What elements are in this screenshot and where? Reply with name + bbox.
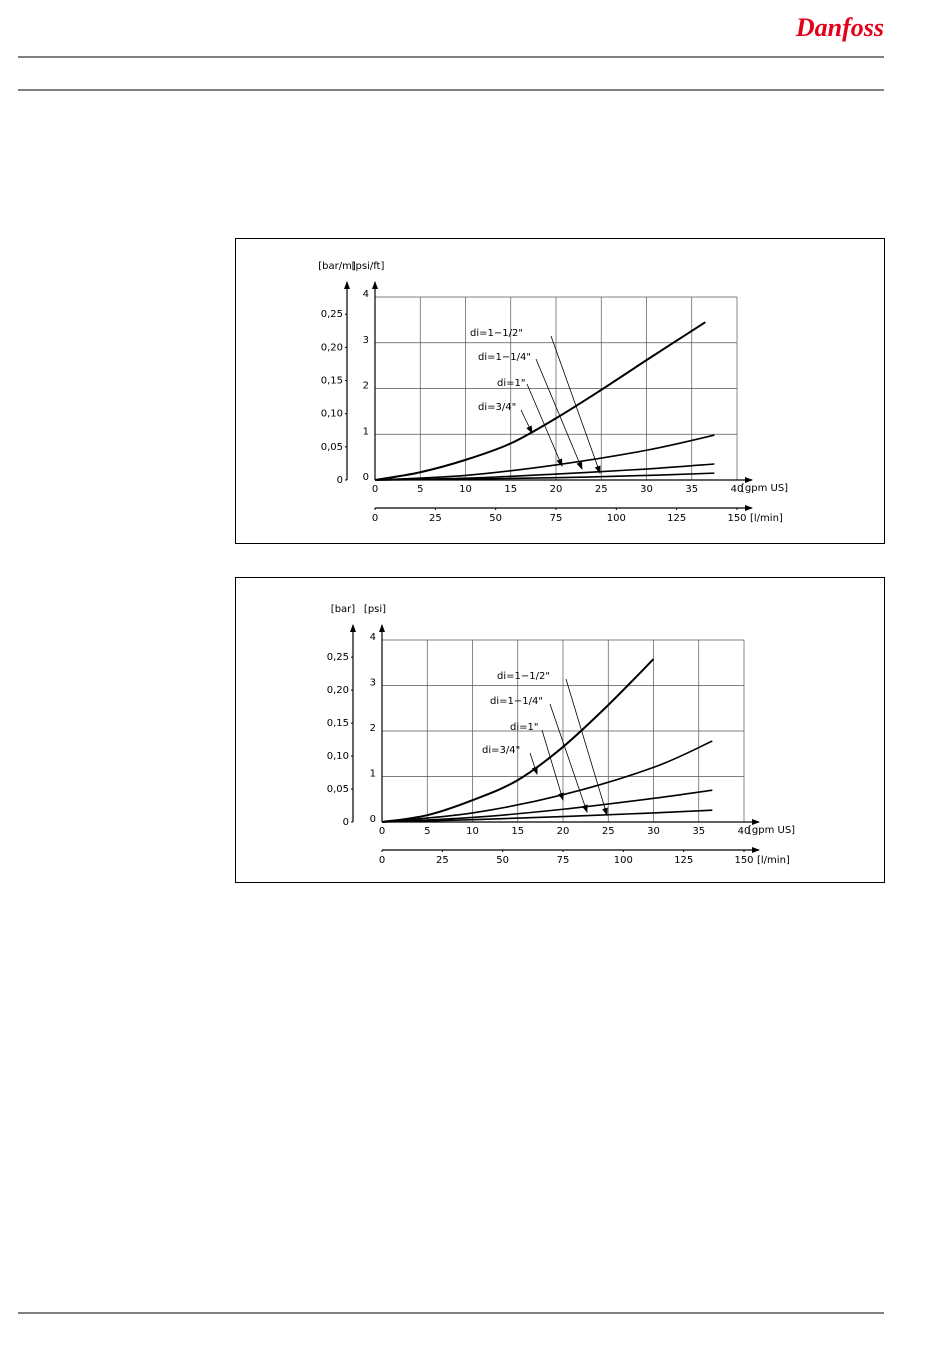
y2-tick-label: 0,05 [327,784,349,795]
x-tick-label: 0 [372,484,378,495]
y2-tick-label: 0,25 [327,652,349,663]
curve [381,789,713,823]
x2-axis-label: [l/min] [750,513,783,524]
y-axis-label: [psi/ft] [352,261,385,272]
x-tick-label: 25 [602,826,615,837]
x2-tick-label: 100 [607,513,626,524]
curve-label: di=1" [510,722,538,733]
leader-arrow [529,752,538,775]
x2-tick-label: 150 [734,855,753,866]
curve-label: di=1−1/4" [490,696,543,707]
x-tick-label: 0 [379,826,385,837]
curve [374,321,706,481]
y-tick-label: 0 [363,472,369,483]
y2-axis-label: [bar/m] [318,261,356,272]
x2-axis-label: [l/min] [757,855,790,866]
y-tick-label: 1 [363,426,369,437]
x2-tick-label: 150 [727,513,746,524]
leader-arrow [565,678,608,816]
x2-tick-label: 25 [436,855,449,866]
leader-arrow [541,729,564,801]
x2-tick-label: 125 [667,513,686,524]
leader-arrow [535,358,583,470]
x-tick-label: 15 [511,826,524,837]
leader-arrow [520,409,533,434]
x2-tick-label: 50 [489,513,502,524]
curve-label: di=3/4" [478,402,516,413]
curve [381,809,713,823]
y-axis-label: [psi] [364,604,386,615]
curve [381,740,713,823]
y2-tick-label: 0,15 [327,718,349,729]
y-tick-label: 4 [363,289,369,300]
curve [381,658,655,823]
x-tick-label: 25 [595,484,608,495]
y2-tick-label: 0,10 [327,751,349,762]
x2-tick-label: 100 [614,855,633,866]
x2-tick-label: 125 [674,855,693,866]
y2-tick-label: 0,05 [321,442,343,453]
curve [374,434,715,481]
x-tick-label: 35 [685,484,698,495]
curve-label: di=1−1/2" [497,671,550,682]
y-tick-label: 0 [370,814,376,825]
x-tick-label: 40 [731,484,744,495]
x-tick-label: 30 [647,826,660,837]
y2-tick-label: 0,10 [321,409,343,420]
logo: Danfoss [795,13,884,42]
x-tick-label: 35 [692,826,705,837]
curve-label: di=1−1/2" [470,328,523,339]
x-tick-label: 40 [738,826,751,837]
x-tick-label: 10 [459,484,472,495]
y-tick-label: 1 [370,769,376,780]
x-tick-label: 30 [640,484,653,495]
y-tick-label: 3 [370,678,376,689]
y2-tick-label: 0,20 [321,342,343,353]
x-tick-label: 15 [504,484,517,495]
x2-tick-label: 0 [372,513,378,524]
y-tick-label: 2 [370,723,376,734]
chart-frame [235,238,885,544]
x-axis-label: [gpm US] [741,483,788,494]
y2-tick-label: 0,15 [321,376,343,387]
chart-frame [235,577,885,883]
y2-axis-label: [bar] [331,604,355,615]
x-tick-label: 5 [417,484,423,495]
y-tick-label: 2 [363,381,369,392]
curve-label: di=1" [497,378,525,389]
x2-tick-label: 50 [496,855,509,866]
y2-tick-label: 0 [337,475,343,486]
x2-tick-label: 25 [429,513,442,524]
x2-tick-label: 75 [550,513,563,524]
x-tick-label: 5 [424,826,430,837]
y-tick-label: 3 [363,335,369,346]
x2-tick-label: 75 [557,855,570,866]
x-tick-label: 10 [466,826,479,837]
x-axis-label: [gpm US] [748,825,795,836]
x2-tick-label: 0 [379,855,385,866]
y2-tick-label: 0 [343,817,349,828]
y2-tick-label: 0,20 [327,685,349,696]
y2-tick-label: 0,25 [321,309,343,320]
y-tick-label: 4 [370,632,376,643]
leader-arrow [550,335,601,474]
leader-arrow [549,703,588,813]
x-tick-label: 20 [557,826,570,837]
curve-label: di=1−1/4" [478,352,531,363]
curve [374,463,715,481]
curve-label: di=3/4" [482,745,520,756]
x-tick-label: 20 [550,484,563,495]
